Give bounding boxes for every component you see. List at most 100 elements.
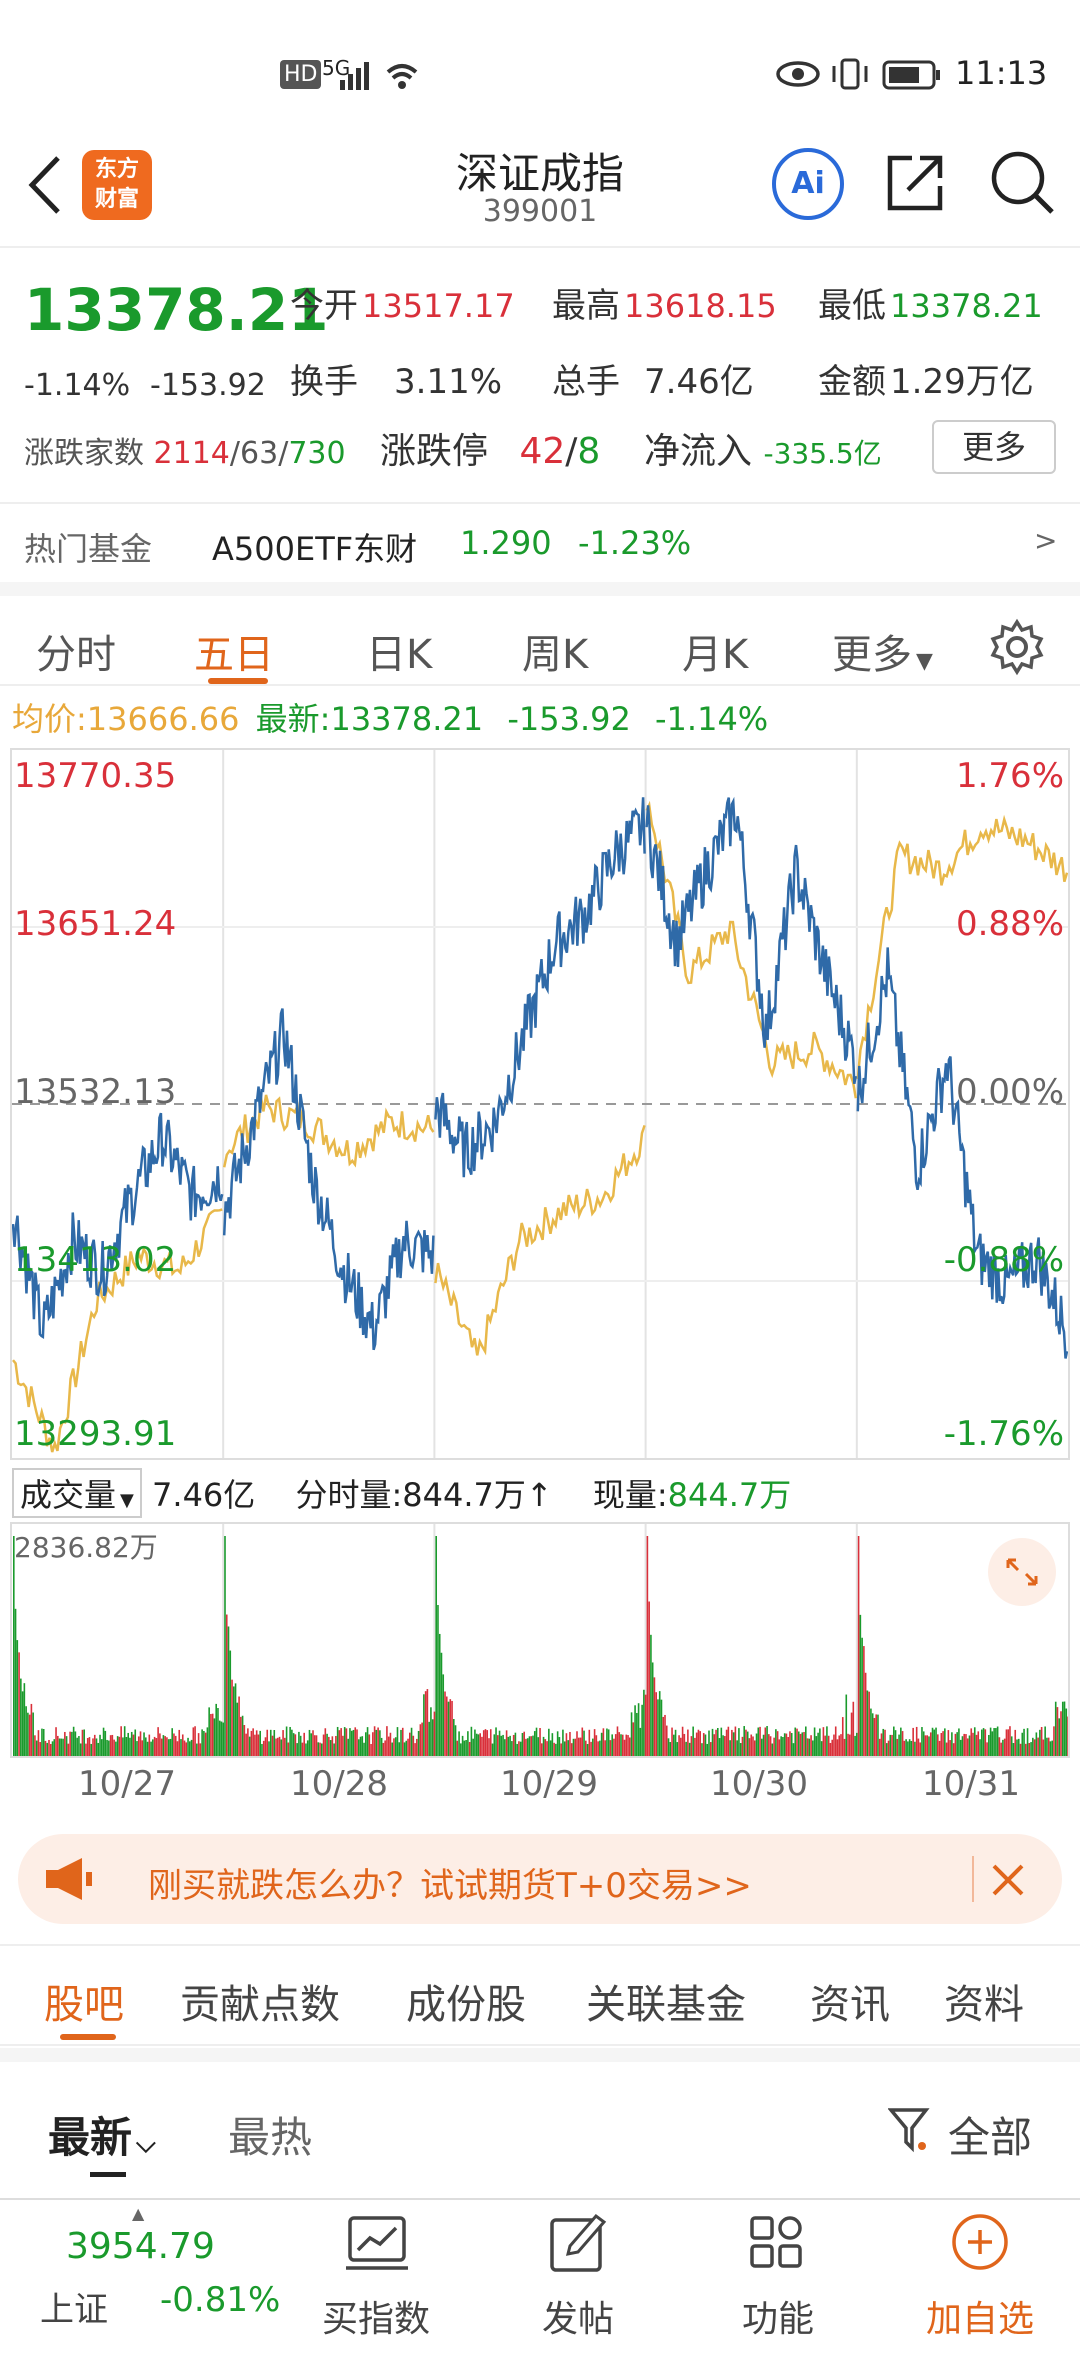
- volume-bar: [1054, 1701, 1057, 1756]
- volume-bar: [150, 1741, 152, 1756]
- volume-bar: [840, 1734, 842, 1756]
- volume-bar: [350, 1730, 353, 1756]
- volume-bar: [291, 1729, 293, 1756]
- volume-bar: [660, 1699, 663, 1756]
- sort-row: 最新 ⌵ 最热 全部: [0, 2048, 1080, 2196]
- market-index-ticker[interactable]: ▲ 3954.79 上证 -0.81%: [0, 2200, 290, 2378]
- volume-bar: [280, 1739, 283, 1756]
- volume-bar: [637, 1703, 640, 1756]
- volume-bar: [481, 1736, 483, 1756]
- volume-bar: [493, 1734, 496, 1756]
- volume-bar: [76, 1737, 78, 1756]
- netflow-stat: 净流入 -335.5亿: [644, 422, 882, 474]
- volume-bar: [49, 1743, 52, 1756]
- volume-bar: [690, 1736, 693, 1756]
- tab-profile[interactable]: 资料: [944, 1982, 1024, 2028]
- tab-more[interactable]: 更多 ▼: [832, 622, 933, 680]
- high-label: 最高: [552, 286, 620, 326]
- volume-bar: [585, 1740, 587, 1756]
- volume-bar: [792, 1743, 795, 1756]
- volume-bar: [558, 1737, 561, 1756]
- expand-button[interactable]: [988, 1538, 1056, 1606]
- volume-bar: [653, 1677, 656, 1756]
- price-chart[interactable]: 13770.35 13651.24 13532.13 13413.02 1329…: [10, 748, 1070, 1460]
- y-label-left-1: 13651.24: [14, 904, 177, 944]
- volume-chart[interactable]: 2836.82万: [10, 1522, 1070, 1758]
- close-icon[interactable]: [988, 1860, 1028, 1900]
- tab-five-day[interactable]: 五日: [194, 632, 274, 678]
- volume-bar: [599, 1740, 601, 1756]
- add-watchlist-button[interactable]: 加自选: [910, 2200, 1050, 2378]
- chevron-down-icon: ⌵: [136, 2129, 156, 2159]
- more-button[interactable]: 更多: [932, 420, 1056, 474]
- flat-count: 63: [240, 436, 279, 471]
- now-volume-label: 现量:: [592, 1476, 668, 1514]
- tab-weekly-k[interactable]: 周K: [522, 632, 589, 678]
- volume-bar: [373, 1726, 376, 1756]
- volume-bar: [655, 1692, 657, 1756]
- volume-bar: [252, 1728, 254, 1756]
- volume-bar: [85, 1743, 87, 1756]
- post-button[interactable]: 发帖: [508, 2200, 648, 2378]
- sort-latest[interactable]: 最新 ⌵: [48, 2104, 156, 2165]
- volume-bar: [261, 1743, 263, 1756]
- ai-button[interactable]: Ai: [772, 148, 844, 220]
- volume-bar: [365, 1732, 367, 1756]
- volume-bar: [1061, 1701, 1064, 1756]
- tab-related-funds[interactable]: 关联基金: [586, 1982, 746, 2028]
- filter-icon[interactable]: [888, 2106, 930, 2154]
- back-icon[interactable]: [22, 150, 66, 220]
- volume-bar: [732, 1732, 735, 1756]
- promo-banner[interactable]: 刚买就跌怎么办？试试期货T+0交易>>: [18, 1834, 1062, 1924]
- tab-intraday[interactable]: 分时: [36, 632, 116, 678]
- hot-fund-row[interactable]: 热门基金 A500ETF东财 1.290 -1.23% >: [0, 502, 1080, 582]
- volume-bar: [451, 1700, 453, 1756]
- share-icon[interactable]: [882, 150, 948, 216]
- volume-bar: [641, 1704, 643, 1756]
- volume-bar: [299, 1735, 302, 1756]
- volume-bar: [783, 1733, 786, 1756]
- volume-bar: [644, 1694, 647, 1756]
- tab-daily-k[interactable]: 日K: [366, 632, 433, 678]
- tab-contribution[interactable]: 贡献点数: [180, 1982, 340, 2028]
- volume-indicator-select[interactable]: 成交量 ▼: [12, 1468, 142, 1518]
- tab-monthly-k[interactable]: 月K: [682, 632, 749, 678]
- filter-all[interactable]: 全部: [948, 2113, 1033, 2162]
- volume-bar: [389, 1732, 392, 1756]
- sort-hot[interactable]: 最热: [228, 2113, 313, 2162]
- volume-bar: [944, 1728, 946, 1756]
- buy-index-button[interactable]: 买指数: [306, 2200, 446, 2378]
- volume-bar: [69, 1731, 71, 1756]
- price-line: [434, 797, 646, 1178]
- volume-bar: [241, 1715, 244, 1756]
- volume-bar: [695, 1732, 698, 1756]
- volume-bar: [878, 1738, 881, 1756]
- volume-bar: [268, 1741, 270, 1756]
- price-line: [856, 947, 1068, 1359]
- limit-label: 涨跌停: [380, 431, 489, 472]
- down-count: 730: [288, 436, 346, 471]
- open-value: 13517.17: [362, 287, 515, 325]
- volume-bar: [435, 1536, 437, 1756]
- change-pct: -1.14%: [24, 368, 131, 403]
- tab-news[interactable]: 资讯: [810, 1982, 890, 2028]
- tab-constituents[interactable]: 成份股: [406, 1982, 526, 2028]
- functions-button[interactable]: 功能: [708, 2200, 848, 2378]
- tab-forum[interactable]: 股吧: [44, 1982, 124, 2028]
- volume-bar: [639, 1727, 642, 1756]
- volume-bar: [247, 1728, 249, 1756]
- price-chart-svg: [12, 750, 1068, 1458]
- settings-icon[interactable]: [988, 618, 1046, 676]
- volume-bar: [1051, 1740, 1053, 1756]
- volume-bar: [227, 1626, 230, 1756]
- volume-bar: [665, 1725, 668, 1756]
- volume-bar: [416, 1738, 418, 1756]
- app-logo[interactable]: 东方 财富: [82, 150, 152, 220]
- x-label-1: 10/28: [290, 1764, 388, 1804]
- volume-bar: [1067, 1716, 1068, 1756]
- search-icon[interactable]: [988, 148, 1056, 218]
- volume-bar: [108, 1740, 110, 1756]
- high-stat: 最高 13618.15: [552, 278, 777, 327]
- volume-bar: [269, 1729, 272, 1756]
- vibrate-icon: [832, 58, 868, 90]
